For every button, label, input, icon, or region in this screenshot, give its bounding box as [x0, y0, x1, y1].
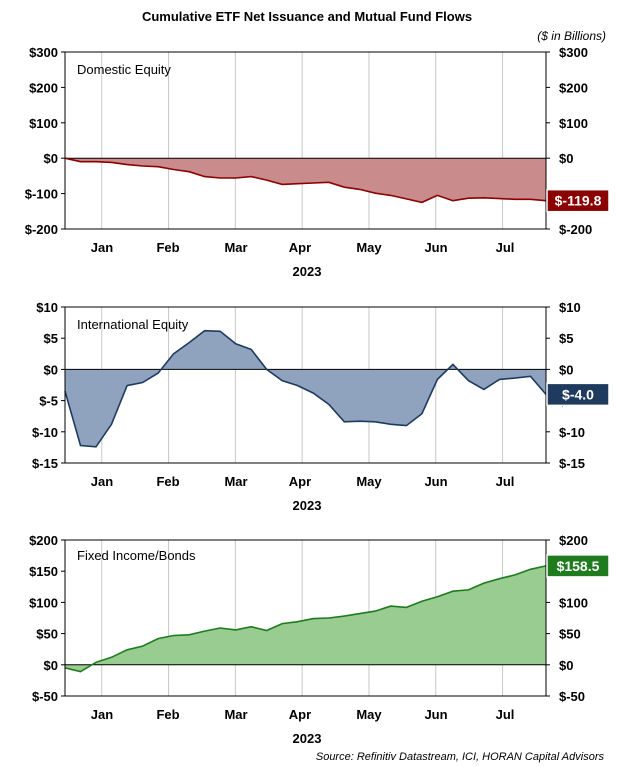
series-line: [64, 329, 547, 448]
y-tick-label: $200: [559, 533, 588, 548]
plot-frame: [64, 51, 547, 230]
last-value-label: $-119.8: [555, 193, 602, 209]
plot-frame: [64, 539, 547, 697]
x-tick-label: Jun: [424, 474, 447, 489]
area-fill: [65, 565, 546, 672]
y-tick-label: $-10: [32, 425, 58, 440]
y-tick-label: $-100: [25, 187, 58, 202]
x-axis-label: 2023: [293, 731, 322, 746]
x-tick-label: Apr: [289, 474, 311, 489]
chart-title: Cumulative ETF Net Issuance and Mutual F…: [142, 9, 472, 24]
y-tick-label: $-200: [559, 222, 592, 237]
y-tick-label: $-200: [25, 222, 58, 237]
x-tick-label: Mar: [224, 707, 247, 722]
panel-international: $10$10$5$5$0$0$-5$-5$-10$-10$-15$-15JanF…: [32, 300, 610, 513]
y-tick-label: $50: [36, 627, 58, 642]
panel-domestic: $300$300$200$200$100$100$0$0$-100$-100$-…: [25, 45, 610, 279]
y-tick-label: $5: [44, 331, 58, 346]
y-tick-label: $-50: [559, 689, 585, 704]
x-tick-label: Mar: [224, 240, 247, 255]
x-tick-label: Jan: [91, 240, 113, 255]
x-tick-label: Apr: [289, 707, 311, 722]
panel-label: Fixed Income/Bonds: [77, 548, 196, 563]
panel-bonds: $200$200$150$150$100$100$50$50$0$0$-50$-…: [29, 533, 610, 746]
y-tick-label: $0: [559, 151, 573, 166]
series-line: [64, 565, 547, 673]
area-fill: [65, 158, 546, 203]
y-tick-label: $-10: [559, 425, 585, 440]
x-tick-label: Jan: [91, 474, 113, 489]
last-value-label: $158.5: [557, 558, 600, 574]
y-tick-label: $100: [29, 595, 58, 610]
y-tick-label: $0: [559, 362, 573, 377]
y-tick-label: $150: [29, 564, 58, 579]
y-tick-label: $10: [36, 300, 58, 315]
last-value-badge: [546, 188, 610, 213]
y-tick-label: $0: [559, 658, 573, 673]
x-tick-label: Feb: [156, 240, 179, 255]
source-note: Source: Refinitiv Datastream, ICI, HORAN…: [316, 751, 605, 763]
y-tick-label: $300: [559, 45, 588, 60]
y-tick-label: $200: [559, 80, 588, 95]
y-tick-label: $100: [559, 116, 588, 131]
y-tick-label: $200: [29, 533, 58, 548]
y-tick-label: $100: [559, 595, 588, 610]
last-value-badge: [546, 382, 610, 407]
y-tick-label: $100: [29, 116, 58, 131]
last-value-label: $-4.0: [562, 386, 594, 402]
x-tick-label: Jul: [496, 240, 515, 255]
x-tick-label: Mar: [224, 474, 247, 489]
y-tick-label: $10: [559, 300, 581, 315]
y-tick-label: $300: [29, 45, 58, 60]
plot-frame: [64, 306, 547, 464]
x-axis-label: 2023: [293, 498, 322, 513]
panel-label: Domestic Equity: [77, 62, 171, 77]
y-tick-label: $-50: [32, 689, 58, 704]
x-tick-label: May: [356, 707, 382, 722]
x-tick-label: May: [356, 474, 382, 489]
units-note: ($ in Billions): [537, 29, 606, 43]
x-tick-label: Jul: [496, 474, 515, 489]
x-tick-label: Feb: [156, 474, 179, 489]
x-tick-label: May: [356, 240, 382, 255]
x-tick-label: Jun: [424, 240, 447, 255]
panel-label: International Equity: [77, 317, 189, 332]
y-tick-label: $50: [559, 627, 581, 642]
x-tick-label: Feb: [156, 707, 179, 722]
y-tick-label: $-15: [559, 456, 585, 471]
y-tick-label: $0: [44, 658, 58, 673]
x-tick-label: Jun: [424, 707, 447, 722]
y-tick-label: $200: [29, 80, 58, 95]
y-tick-label: $0: [44, 151, 58, 166]
last-value-badge: [546, 554, 610, 578]
x-tick-label: Apr: [289, 240, 311, 255]
y-tick-label: $0: [44, 362, 58, 377]
y-tick-label: $-5: [39, 394, 58, 409]
y-tick-label: $-15: [32, 456, 58, 471]
y-tick-label: $5: [559, 331, 573, 346]
x-axis-label: 2023: [293, 264, 322, 279]
series-line: [64, 157, 547, 204]
x-tick-label: Jan: [91, 707, 113, 722]
x-tick-label: Jul: [496, 707, 515, 722]
